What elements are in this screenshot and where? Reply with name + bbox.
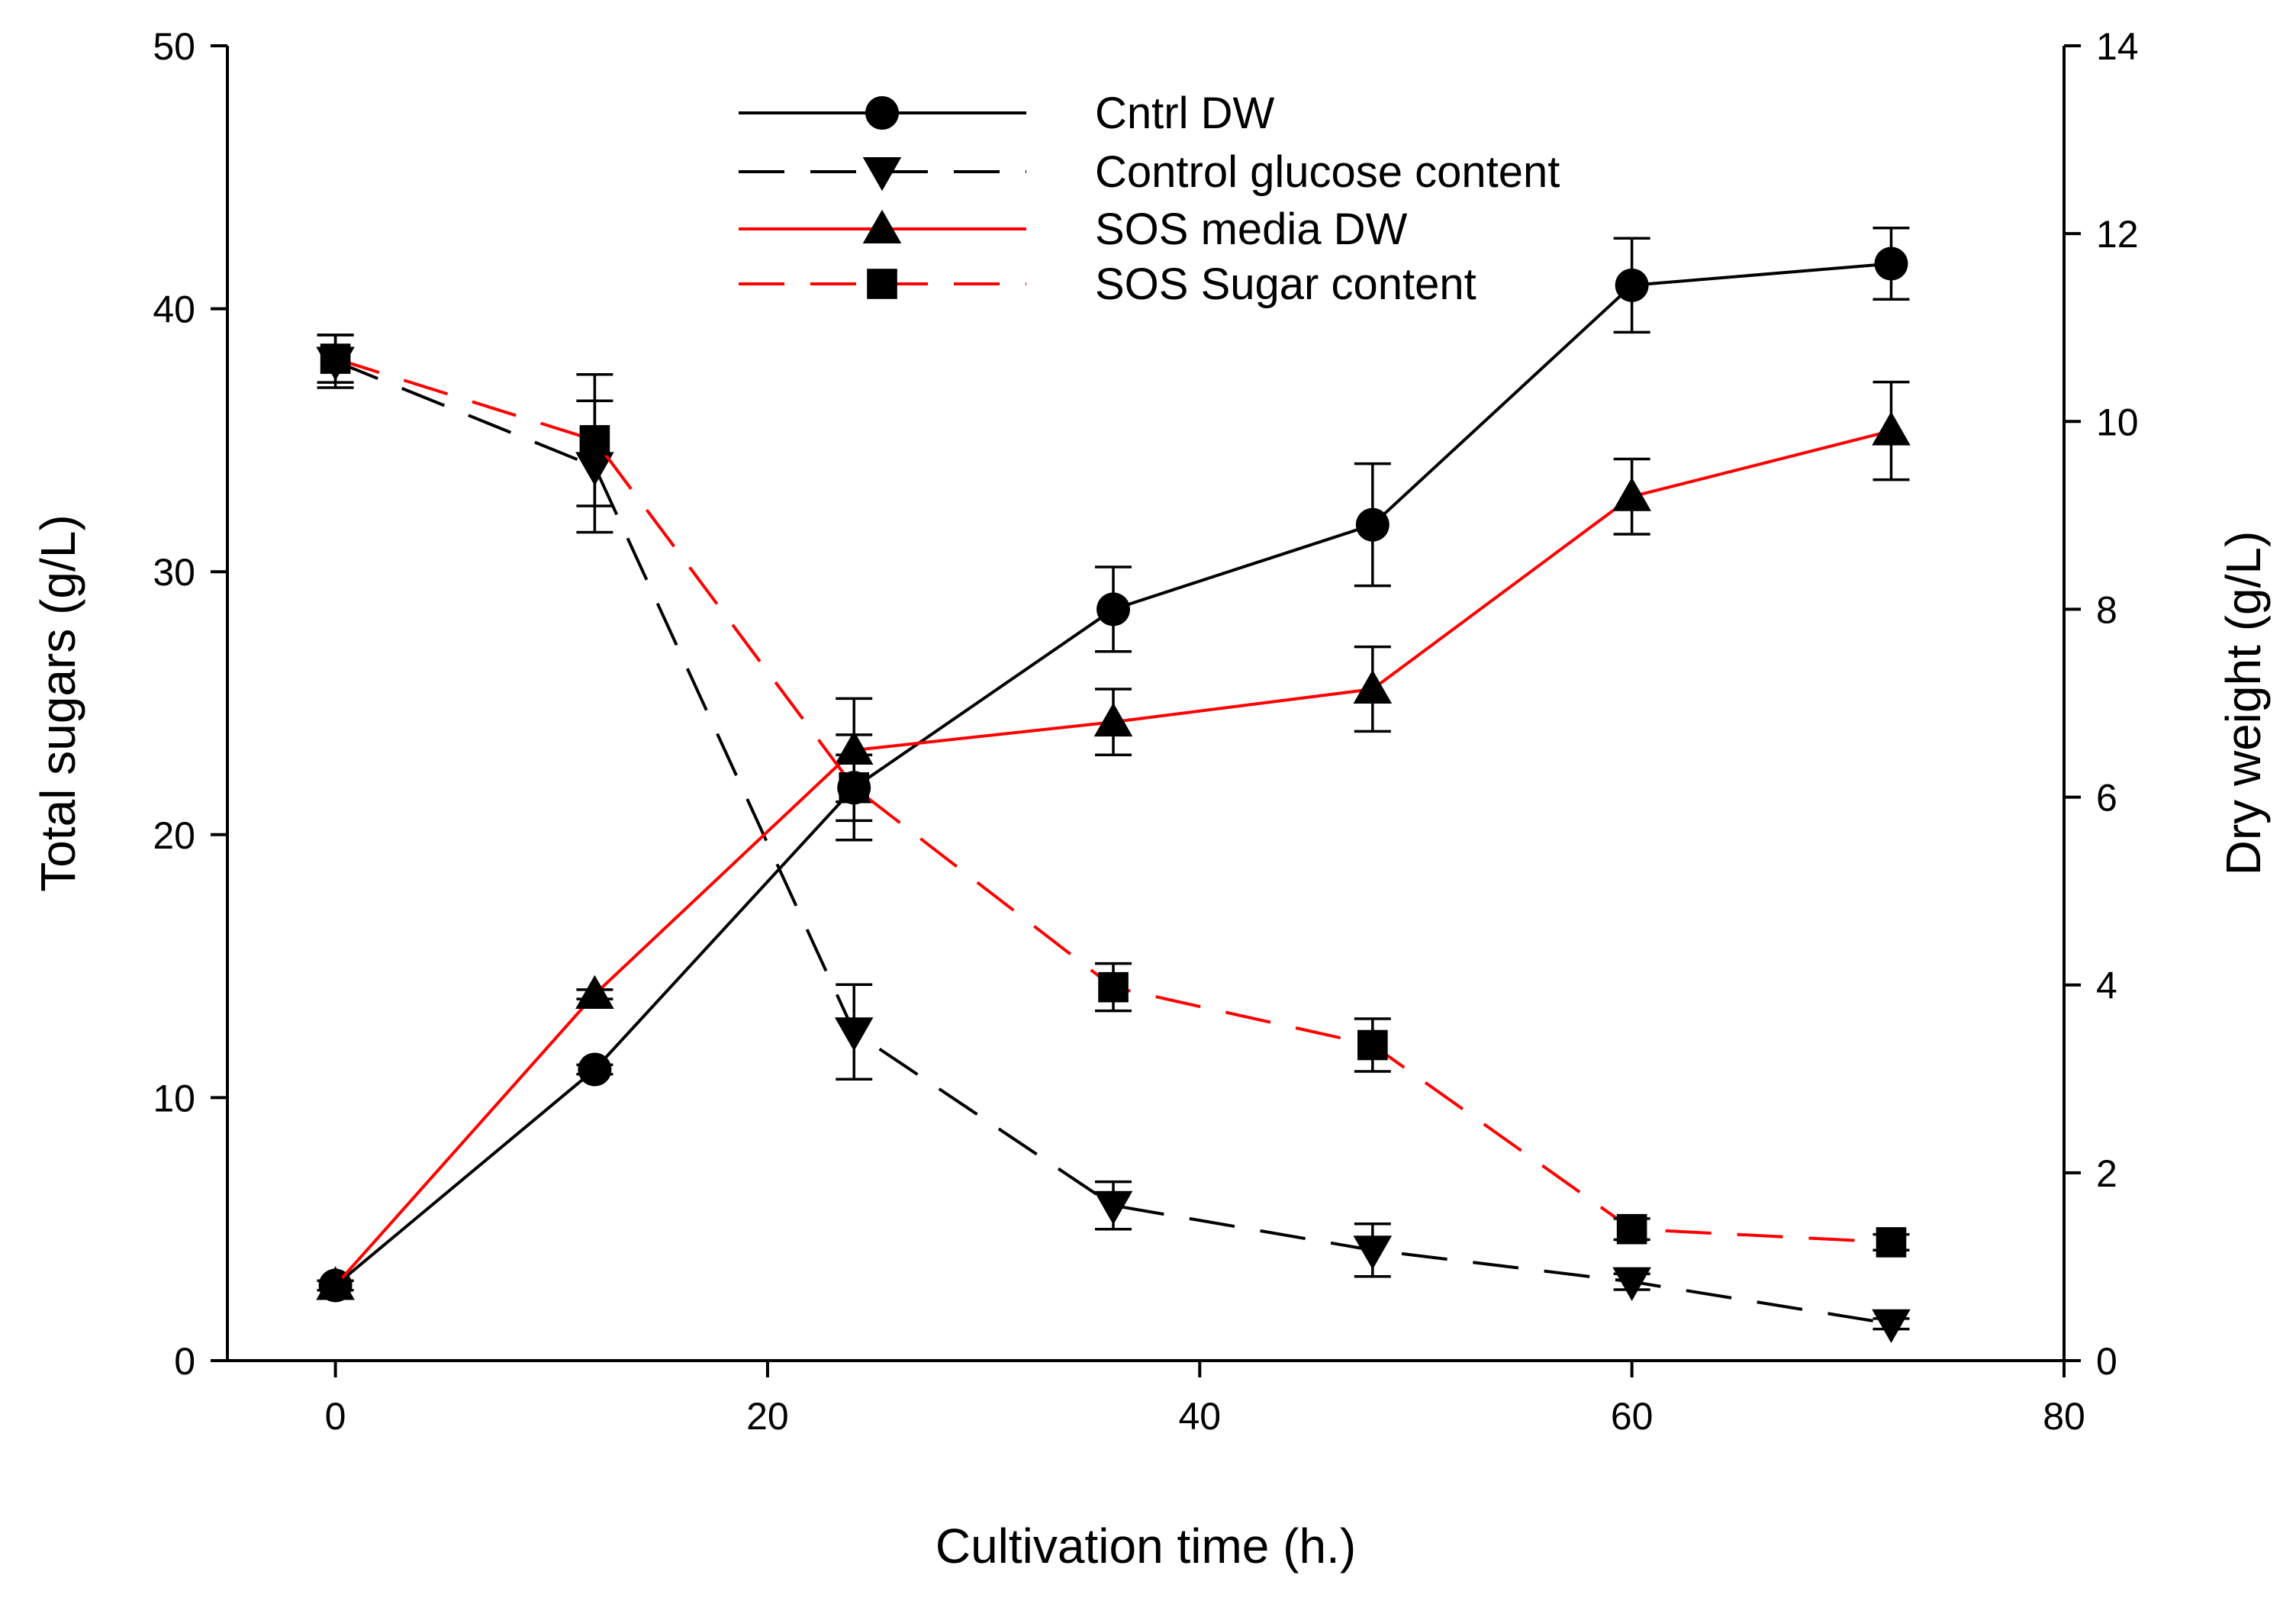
plot-area: 0 20 40 60 80 0 10 20 30 40 50 0 2 4 6 8 10 12 14 [153,25,2138,1438]
legend-marker [862,157,902,192]
data-point [1093,702,1133,737]
data-point [1876,1227,1907,1258]
data-point [316,1266,355,1300]
data-point [579,425,610,456]
data-point [1615,268,1649,302]
y-left-tick-label: 50 [153,25,195,68]
data-point [1353,669,1393,704]
data-point [1612,1267,1651,1301]
y-left-tick-label: 40 [153,288,195,331]
y-axis-right-ticks: 0 2 4 6 8 10 12 14 [2064,25,2139,1383]
x-tick-label: 40 [1178,1395,1221,1438]
legend-label: Cntrl DW [1095,89,1274,138]
data-point [834,1017,874,1052]
legend-item: Control glucose content [739,147,1560,197]
y-left-tick-label: 10 [153,1077,195,1119]
data-point [1355,507,1390,542]
legend-item: SOS media DW [739,205,1408,254]
y-axis-right-title: Dry weight (g/L) [2216,531,2271,876]
series-3 [317,333,1910,1258]
data-point [1357,1029,1388,1061]
data-point [1616,1213,1647,1245]
y-left-tick-label: 30 [153,551,195,594]
y-right-tick-label: 8 [2096,588,2117,631]
y-right-tick-label: 6 [2096,777,2117,820]
legend-marker [862,209,902,243]
y-right-tick-label: 10 [2096,401,2139,443]
data-point [320,343,351,374]
data-point [575,974,614,1009]
data-point [1353,1235,1393,1270]
data-point [578,1052,612,1087]
data-point [1098,971,1129,1003]
series-line [334,429,1892,1287]
y-left-tick-label: 20 [153,814,195,857]
data-point [1872,1309,1911,1344]
series-2 [316,380,1911,1300]
series-1 [316,333,1911,1344]
y-left-tick-label: 0 [174,1340,195,1383]
data-point [839,772,870,803]
legend-label: SOS Sugar content [1095,259,1476,309]
series-layer [316,227,1911,1344]
data-point [1872,411,1911,446]
y-axis-left-ticks: 0 10 20 30 40 50 [153,25,227,1383]
x-tick-label: 20 [746,1395,789,1438]
data-point [1093,1190,1133,1225]
legend-marker [865,96,899,130]
legend-item: SOS Sugar content [739,259,1476,309]
y-right-tick-label: 0 [2096,1340,2117,1383]
x-tick-label: 0 [325,1395,346,1438]
legend: Cntrl DW Control glucose content SOS media… [739,89,1560,309]
series-0 [317,227,1910,1303]
x-axis-title: Cultivation time (h.) [935,1519,1356,1574]
x-tick-label: 80 [2043,1395,2085,1438]
y-right-tick-label: 12 [2096,213,2139,256]
data-point [1874,246,1908,281]
series-line [334,262,1892,1287]
data-point [1096,592,1131,627]
legend-marker [867,269,897,299]
y-right-tick-label: 14 [2096,25,2139,68]
legend-label: SOS media DW [1095,205,1408,254]
legend-item: Cntrl DW [739,89,1274,138]
y-right-tick-label: 2 [2096,1152,2117,1195]
y-right-tick-label: 4 [2096,965,2117,1007]
data-point [1612,477,1651,511]
x-tick-label: 60 [1611,1395,1654,1438]
series-line [334,359,1892,1326]
y-axis-left-title: Total sugars (g/L) [31,514,85,891]
x-axis-ticks: 0 20 40 60 80 [325,1361,2085,1438]
legend-label: Control glucose content [1095,147,1560,197]
